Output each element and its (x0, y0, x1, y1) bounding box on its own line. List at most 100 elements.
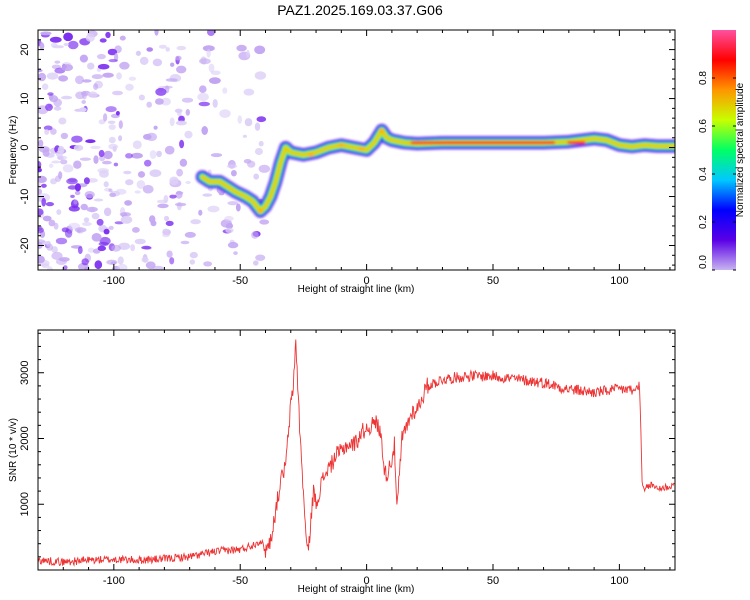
noise-blob (99, 38, 107, 43)
noise-blob (169, 194, 177, 199)
noise-blob (176, 45, 187, 51)
noise-blob (96, 53, 106, 60)
noise-blob (108, 136, 116, 144)
colorbar-tick-label: 0.4 (698, 167, 709, 181)
noise-blob (253, 260, 259, 266)
noise-blob (153, 125, 158, 130)
noise-blob (60, 132, 69, 140)
y-tick-label: 20 (19, 43, 31, 55)
noise-blob (135, 50, 141, 56)
noise-blob (141, 257, 149, 263)
noise-blob (39, 42, 45, 50)
noise-blob (60, 159, 68, 165)
noise-blob (91, 74, 103, 80)
noise-blob (222, 87, 228, 94)
noise-blob (146, 47, 153, 52)
colorbar-tick-label: 0.2 (698, 215, 709, 229)
noise-blob (70, 194, 75, 198)
noise-blob (158, 44, 167, 49)
ridge-trace (195, 123, 675, 218)
ridge-core (358, 146, 365, 151)
noise-blob (46, 72, 59, 80)
noise-blob (115, 111, 120, 116)
x-tick-label: 50 (487, 275, 499, 287)
noise-blob (175, 191, 184, 195)
noise-blob (87, 178, 98, 183)
noise-blob (138, 94, 145, 101)
noise-blob (87, 62, 95, 70)
snr-panel: -100 -50 0 50 100 1000 2000 3000 Height of str… (8, 329, 676, 595)
noise-blob (184, 130, 193, 139)
noise-blob (201, 126, 208, 135)
noise-blob (79, 157, 91, 161)
noise-blob (169, 117, 175, 127)
noise-blob (74, 190, 81, 196)
noise-blob (106, 259, 118, 265)
noise-blob (108, 188, 113, 193)
noise-blob (64, 229, 73, 238)
noise-blob (113, 162, 119, 167)
noise-blob (162, 228, 169, 232)
spectrogram-x-ticks: -100 -50 0 50 100 (37, 30, 671, 287)
noise-blob (108, 225, 114, 230)
noise-blob (82, 79, 92, 83)
noise-blob (243, 159, 252, 164)
noise-blob (112, 90, 123, 96)
noise-blob (107, 48, 118, 56)
noise-blob (44, 129, 50, 135)
noise-blob (53, 106, 62, 111)
noise-blob (118, 242, 131, 250)
noise-blob (152, 58, 163, 67)
noise-blob (156, 199, 168, 204)
snr-x-label: Height of straight line (km) (298, 584, 415, 595)
y-tick-label: -10 (19, 189, 31, 205)
noise-blob (189, 251, 198, 259)
noise-blob (50, 128, 57, 135)
ridge-core (378, 128, 385, 133)
noise-blob (225, 227, 234, 233)
noise-blob (117, 256, 124, 265)
noise-blob (254, 147, 263, 156)
noise-blob (237, 115, 243, 124)
noise-blob (47, 92, 54, 96)
noise-blob (90, 145, 101, 150)
ridge-core (308, 152, 314, 157)
noise-blob (190, 219, 201, 225)
noise-blob (57, 145, 65, 154)
y-tick-label: 1000 (19, 492, 31, 516)
noise-blob (117, 263, 128, 270)
x-tick-label: 100 (610, 575, 628, 587)
noise-blob (62, 164, 74, 173)
noise-blob (111, 244, 121, 252)
noise-blob (155, 87, 167, 96)
noise-blob (179, 158, 188, 167)
x-tick-label: 100 (610, 275, 628, 287)
noise-blob (73, 144, 84, 151)
noise-blob (160, 97, 171, 106)
noise-blob (109, 192, 117, 198)
noise-blob (256, 116, 267, 123)
noise-blob (254, 122, 261, 131)
noise-blob (134, 190, 141, 194)
noise-blob (202, 193, 213, 197)
noise-blob (97, 63, 110, 70)
noise-blob (209, 77, 221, 84)
noise-blob (180, 240, 190, 245)
noise-blob (51, 160, 61, 164)
ridge-band (200, 128, 675, 214)
noise-blob (108, 59, 118, 63)
noise-blob (207, 205, 220, 213)
noise-blob (71, 135, 83, 143)
noise-blob (38, 72, 47, 82)
noise-blob (91, 212, 100, 220)
noise-blob (154, 30, 159, 36)
noise-blob (97, 245, 107, 252)
noise-blob (149, 169, 162, 177)
noise-blob (103, 150, 113, 160)
colorbar-tick-label: 0.0 (698, 255, 709, 269)
noise-blob (51, 251, 63, 260)
noise-blob (40, 31, 52, 36)
noise-blob (55, 237, 68, 245)
noise-blob (143, 133, 152, 140)
noise-blob (210, 70, 221, 76)
